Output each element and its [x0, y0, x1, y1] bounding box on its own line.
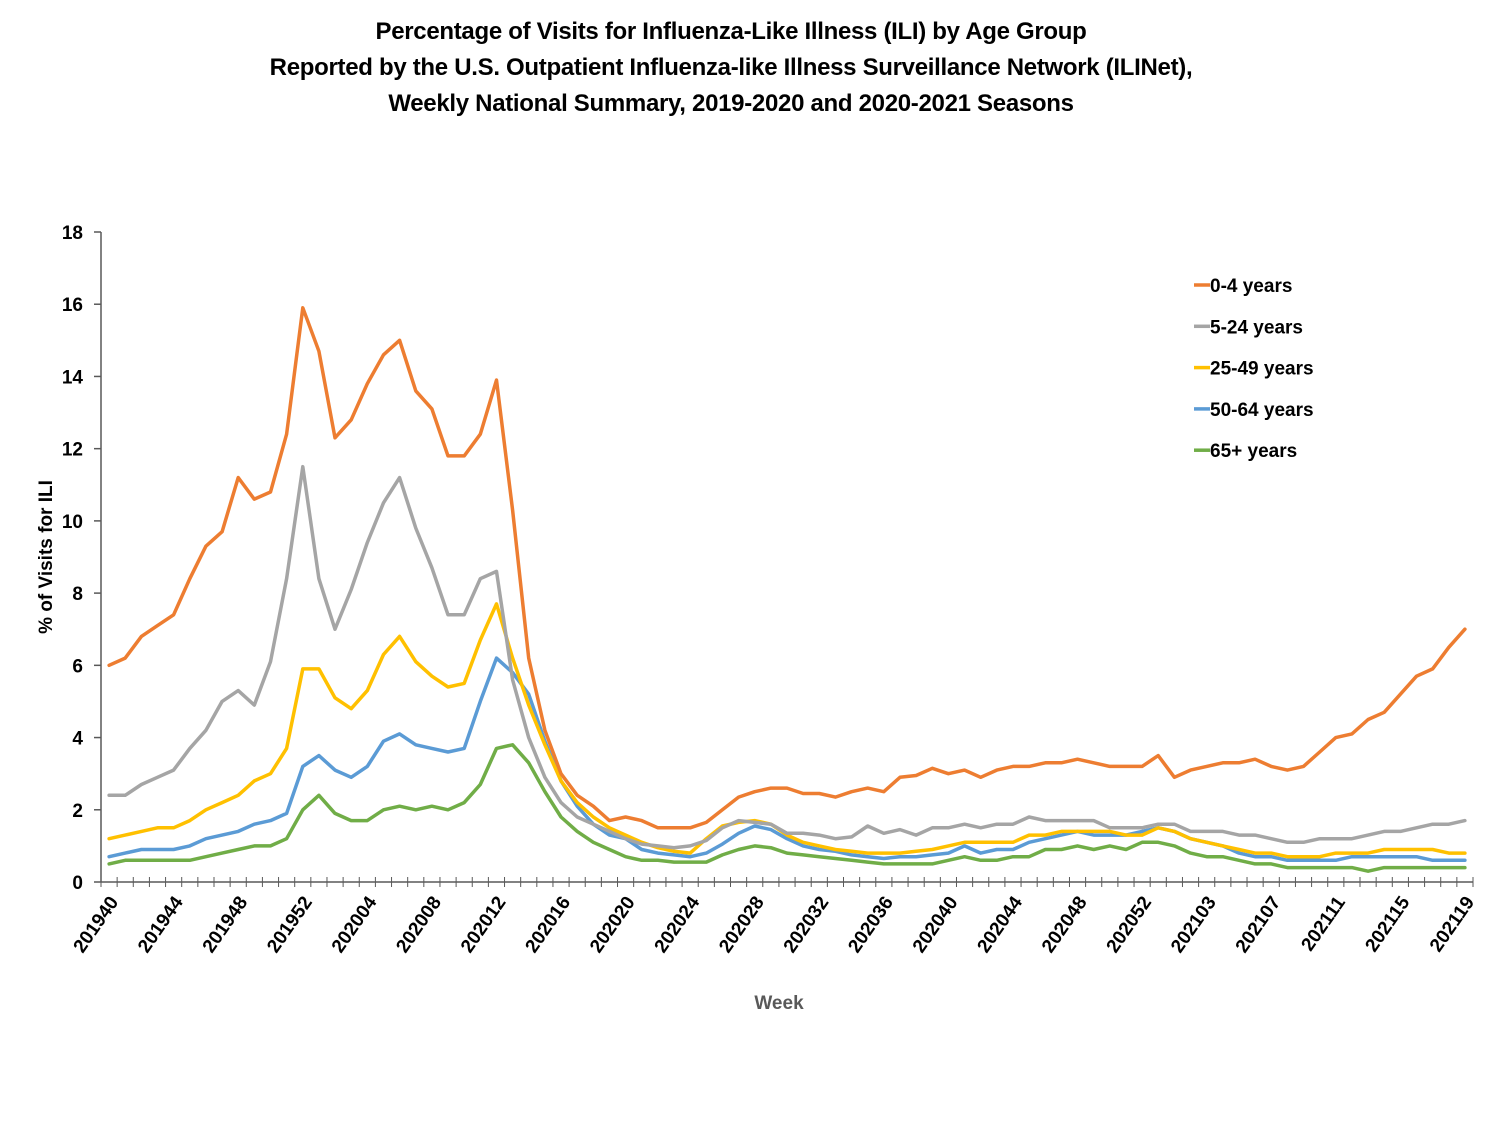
x-tick-label: 202028 — [715, 893, 769, 957]
legend-label: 25-49 years — [1210, 359, 1314, 380]
x-axis-title: Week — [754, 993, 804, 1014]
x-tick-label: 202115 — [1361, 892, 1414, 955]
legend-item: 50-64 years — [1194, 400, 1314, 421]
legend-label: 50-64 years — [1210, 400, 1314, 421]
x-tick-label: 202111 — [1298, 892, 1351, 955]
legend-item: 0-4 years — [1194, 276, 1292, 297]
chart-title-line-1: Percentage of Visits for Influenza-Like … — [375, 18, 1087, 45]
legend-item: 25-49 years — [1194, 359, 1314, 380]
x-axis: 201940 201944 201948 201952 202004 202008 2020… — [70, 877, 1479, 957]
x-tick-label: 202016 — [522, 893, 576, 957]
chart-title: Percentage of Visits for Influenza-Like … — [0, 14, 1462, 122]
y-tick-label: 14 — [62, 367, 84, 388]
y-tick-label: 8 — [72, 584, 83, 605]
y-tick-label: 10 — [62, 512, 83, 533]
x-tick-label: 202044 — [974, 892, 1028, 956]
y-tick-label: 12 — [62, 440, 83, 461]
x-tick-label: 202020 — [586, 893, 640, 957]
x-tick-label: 202119 — [1426, 893, 1479, 956]
y-tick-label: 0 — [72, 873, 83, 894]
x-tick-label: 202012 — [457, 893, 511, 957]
series-line-50-64-years — [107, 656, 1467, 863]
x-tick-label: 201940 — [70, 893, 124, 957]
series-line-65-years — [107, 743, 1467, 873]
x-tick-label: 201948 — [199, 893, 253, 957]
legend-label: 5-24 years — [1210, 317, 1303, 338]
x-tick-label: 202008 — [392, 893, 446, 957]
x-tick-label: 202004 — [328, 892, 382, 956]
y-tick-label: 6 — [72, 656, 83, 677]
legend: 0-4 years 5-24 years 25-49 years 50-64 year… — [1194, 276, 1314, 462]
x-tick-label: 201944 — [134, 892, 188, 956]
series-line-0-4-years — [107, 306, 1467, 830]
legend-label: 0-4 years — [1210, 276, 1292, 297]
y-axis-title: % of Visits for ILI — [36, 480, 57, 634]
x-tick-label: 202052 — [1103, 893, 1157, 957]
x-tick-label: 202107 — [1232, 893, 1286, 957]
series-line-5-24-years — [107, 464, 1467, 850]
x-tick-label: 202032 — [780, 893, 834, 957]
x-tick-label: 202103 — [1167, 893, 1221, 957]
x-tick-label: 202024 — [651, 892, 705, 956]
series-line-25-49-years — [107, 602, 1467, 859]
chart-title-line-2: Reported by the U.S. Outpatient Influenz… — [269, 54, 1193, 81]
y-tick-label: 16 — [62, 295, 83, 316]
x-tick-label: 201952 — [263, 893, 317, 957]
legend-label: 65+ years — [1210, 441, 1297, 462]
x-tick-label: 202048 — [1038, 893, 1092, 957]
series-layer — [107, 306, 1467, 873]
chart-title-line-3: Weekly National Summary, 2019-2020 and 2… — [388, 90, 1074, 117]
legend-item: 5-24 years — [1194, 317, 1303, 338]
legend-item: 65+ years — [1194, 441, 1297, 462]
y-axis: 0 2 4 6 8 10 12 14 16 18 — [62, 223, 102, 894]
y-tick-label: 18 — [62, 223, 83, 244]
y-tick-label: 2 — [72, 801, 83, 822]
x-tick-label: 202040 — [909, 893, 963, 957]
y-tick-label: 4 — [72, 729, 83, 750]
x-tick-label: 202036 — [844, 893, 898, 957]
